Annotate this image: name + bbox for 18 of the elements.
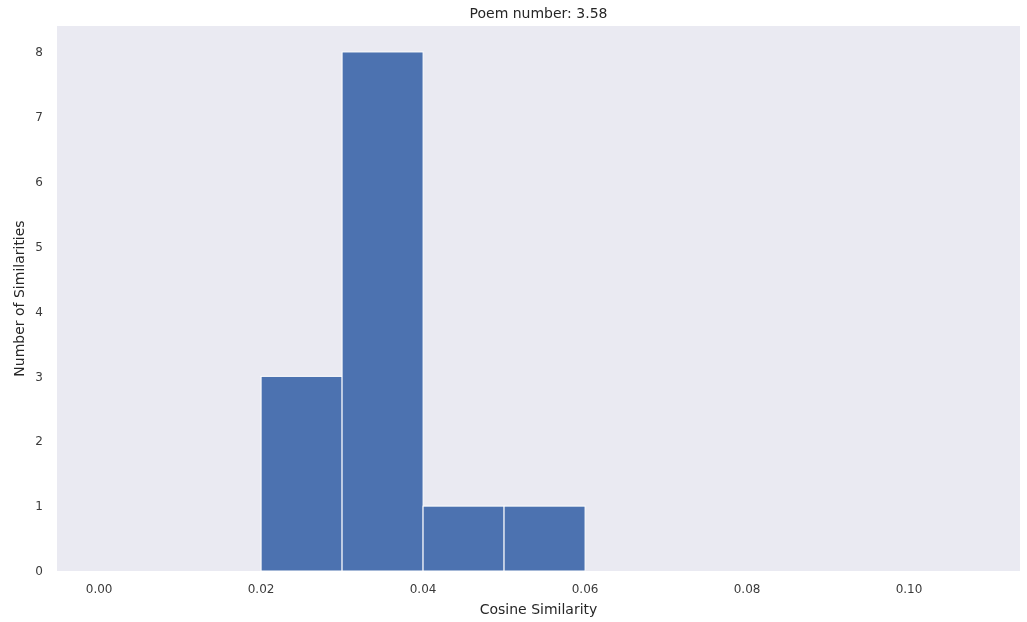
y-tick-label: 6 (35, 174, 43, 189)
x-tick-label: 0.00 (85, 582, 113, 596)
y-tick-label: 7 (35, 110, 43, 125)
x-tick-label: 0.02 (247, 582, 275, 596)
x-tick-label: 0.08 (733, 582, 761, 596)
y-axis-title: Number of Similarities (11, 220, 27, 377)
y-tick-label: 5 (35, 239, 43, 254)
y-tick-label: 0 (35, 564, 43, 579)
x-axis-title: Cosine Similarity (479, 601, 598, 617)
y-tick-label: 2 (35, 434, 43, 449)
y-tick-label: 8 (35, 45, 43, 60)
x-tick-label: 0.06 (571, 582, 599, 596)
chart-title: Poem number: 3.58 (469, 5, 608, 21)
y-tick-label: 1 (35, 499, 43, 514)
x-tick-label: 0.04 (409, 582, 437, 596)
x-tick-label: 0.10 (895, 582, 923, 596)
y-tick-label: 3 (35, 369, 43, 384)
y-tick-label: 4 (35, 304, 43, 319)
